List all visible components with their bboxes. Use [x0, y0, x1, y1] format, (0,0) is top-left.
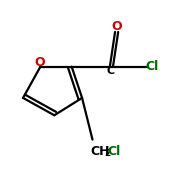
Text: C: C [107, 66, 115, 76]
Text: O: O [34, 56, 45, 69]
Text: 2: 2 [104, 149, 110, 158]
Text: CH: CH [91, 145, 110, 158]
Text: Cl: Cl [107, 145, 120, 158]
Text: O: O [111, 20, 122, 33]
Text: Cl: Cl [146, 60, 159, 73]
